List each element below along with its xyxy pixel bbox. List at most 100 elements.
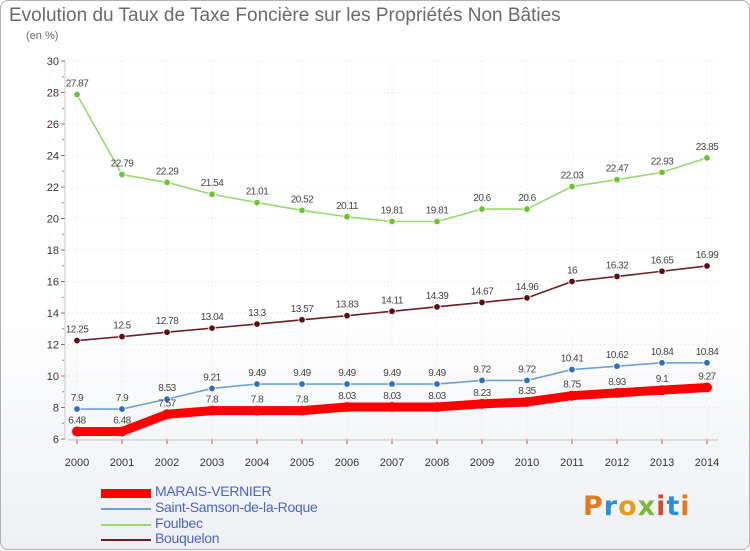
- data-point: [613, 272, 621, 281]
- data-point: [253, 380, 261, 388]
- data-label: 9.21: [203, 372, 221, 383]
- legend-label: Saint-Samson-de-la-Roque: [155, 499, 318, 515]
- data-label: 14.39: [426, 291, 449, 302]
- data-label: 22.79: [111, 159, 134, 170]
- legend-swatch: [101, 489, 151, 498]
- data-label: 12.78: [156, 316, 179, 327]
- data-label: 9.27: [698, 371, 716, 382]
- data-label: 8.35: [518, 386, 536, 397]
- data-label: 21.01: [246, 187, 269, 198]
- data-label: 13.83: [336, 300, 359, 311]
- x-tick-label: 2001: [110, 457, 134, 469]
- data-label: 8.53: [158, 383, 176, 394]
- data-label: 13.57: [291, 304, 314, 315]
- data-point: [297, 405, 307, 416]
- data-point: [703, 359, 711, 367]
- data-label: 12.5: [113, 321, 131, 332]
- proxiti-logo: Proxiti: [583, 491, 691, 522]
- data-label: 8.03: [428, 391, 446, 402]
- data-point: [523, 294, 531, 302]
- legend-swatch: [101, 524, 151, 526]
- x-tick-label: 2010: [515, 457, 539, 469]
- data-point: [433, 380, 441, 388]
- data-label: 9.72: [473, 364, 491, 375]
- data-point: [657, 385, 667, 396]
- data-point: [522, 396, 532, 407]
- data-label: 22.47: [606, 164, 629, 175]
- data-label: 16: [567, 266, 578, 277]
- data-point: [208, 190, 216, 198]
- data-point: [568, 182, 576, 191]
- data-label: 19.81: [426, 205, 449, 216]
- x-tick-label: 2002: [155, 457, 179, 469]
- data-label: 16.99: [696, 250, 719, 261]
- data-point: [342, 402, 352, 413]
- data-point: [252, 405, 262, 416]
- data-point: [73, 336, 81, 345]
- data-label: 19.81: [381, 205, 404, 216]
- x-tick-label: 2000: [65, 457, 89, 469]
- data-point: [163, 328, 171, 336]
- data-point: [253, 198, 261, 207]
- chart-subtitle: (en %): [26, 30, 59, 42]
- data-label: 7.57: [158, 398, 176, 409]
- data-point: [477, 398, 487, 409]
- data-point: [298, 380, 306, 388]
- data-label: 13.3: [248, 308, 266, 319]
- data-point: [298, 316, 306, 324]
- y-tick-label: 20: [47, 214, 59, 226]
- x-tick-label: 2004: [245, 457, 269, 469]
- data-point: [118, 332, 126, 341]
- data-point: [298, 206, 306, 215]
- data-label: 7.8: [206, 395, 219, 406]
- data-point: [658, 168, 666, 177]
- x-tick-label: 2003: [200, 457, 224, 469]
- data-label: 22.29: [156, 166, 179, 177]
- logo-letter: o: [618, 491, 638, 522]
- data-point: [388, 217, 396, 226]
- data-label: 7.8: [251, 395, 264, 406]
- data-point: [658, 267, 666, 275]
- legend-swatch: [101, 508, 151, 510]
- y-tick-label: 8: [53, 403, 59, 415]
- data-label: 9.49: [338, 368, 356, 379]
- y-tick-label: 16: [47, 277, 59, 289]
- x-tick-label: 2008: [425, 457, 449, 469]
- data-label: 21.54: [201, 178, 224, 189]
- x-tick-label: 2014: [695, 457, 719, 469]
- data-label: 27.87: [66, 79, 89, 90]
- data-point: [117, 426, 127, 437]
- data-point: [478, 376, 486, 385]
- data-point: [118, 170, 126, 179]
- data-label: 9.72: [518, 364, 536, 375]
- data-label: 10.84: [651, 347, 674, 358]
- data-point: [72, 426, 82, 437]
- y-tick-label: 14: [47, 308, 59, 320]
- data-label: 8.75: [563, 380, 581, 391]
- data-point: [73, 405, 81, 413]
- data-point: [343, 311, 351, 320]
- x-tick-label: 2005: [290, 457, 314, 469]
- logo-letter: P: [583, 491, 604, 522]
- data-point: [703, 154, 711, 162]
- data-label: 6.48: [113, 415, 131, 426]
- y-tick-label: 24: [47, 151, 59, 163]
- data-label: 10.84: [696, 347, 719, 358]
- data-point: [612, 387, 622, 398]
- x-tick-label: 2013: [650, 457, 674, 469]
- data-label: 10.62: [606, 350, 629, 361]
- data-label: 12.25: [66, 325, 89, 336]
- legend-label: MARAIS-VERNIER: [155, 483, 272, 499]
- data-label: 7.8: [296, 395, 309, 406]
- data-label: 20.6: [473, 193, 491, 204]
- y-tick-label: 26: [47, 119, 59, 131]
- y-tick-label: 10: [47, 371, 59, 383]
- data-point: [388, 380, 396, 388]
- data-label: 9.49: [248, 368, 266, 379]
- x-tick-label: 2011: [560, 457, 584, 469]
- data-label: 20.11: [336, 201, 359, 212]
- data-label: 7.9: [71, 393, 84, 404]
- data-point: [163, 178, 171, 187]
- data-point: [433, 217, 441, 226]
- y-tick-label: 18: [47, 245, 59, 257]
